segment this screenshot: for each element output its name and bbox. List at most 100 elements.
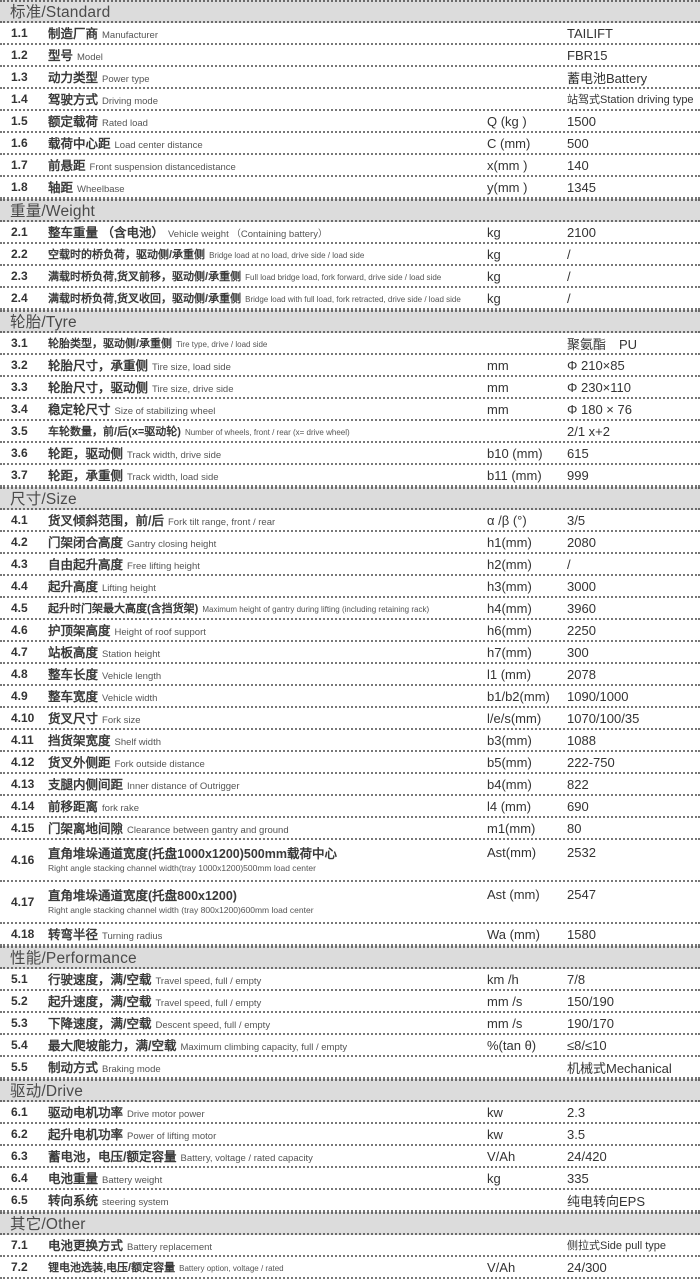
symbol-cell: kg: [487, 246, 501, 262]
row-label-en: steering system: [102, 1197, 169, 1208]
row-label: 电池重量 Battery weight: [43, 1168, 487, 1188]
table-row: 3.2 轮胎尺寸，承重侧 Tire size, load side mm Φ 210×8…: [0, 355, 700, 377]
section-header: 标准/Standard: [0, 0, 700, 23]
row-label-en: Battery, voltage / rated capacity: [180, 1153, 313, 1164]
row-label: 电池更换方式 Battery replacement: [43, 1235, 487, 1255]
table-row: 1.1 制造厂商 Manufacturer TAILIFT: [0, 23, 700, 45]
table-row: 2.1 整车重量 （含电池） Vehicle weight （Containing …: [0, 222, 700, 244]
table-row: 4.11 挡货架宽度 Shelf width b3(mm) 1088: [0, 730, 700, 752]
row-label: 最大爬坡能力，满/空载 Maximum climbing capacity, fu…: [43, 1035, 487, 1055]
row-label-en: fork rake: [102, 803, 139, 814]
row-label-zh: 锂电池选装,电压/额定容量: [48, 1262, 176, 1274]
symbol-cell: V/Ah: [487, 1259, 516, 1275]
symbol-cell: m1(mm): [487, 820, 536, 836]
table-row: 4.2 门架闭合高度 Gantry closing height h1(mm) 2080: [0, 532, 700, 554]
row-number: 5.5: [11, 1060, 28, 1074]
row-label: 空载时的桥负荷，驱动侧/承重侧 Bridge load at no load, d…: [43, 245, 487, 263]
value-cell: ≤8/≤10: [567, 1037, 607, 1053]
table-row: 7.1 电池更换方式 Battery replacement 侧拉式Side pull…: [0, 1235, 700, 1257]
symbol-cell: y(mm ): [487, 179, 528, 195]
row-label: 起升高度 Lifting height: [43, 576, 487, 596]
row-label-zh: 轴距: [48, 181, 74, 195]
table-row: 4.14 前移距离 fork rake l4 (mm) 690: [0, 796, 700, 818]
value-cell: 190/170: [567, 1015, 614, 1031]
row-label: 满载时桥负荷,货叉收回，驱动侧/承重侧 Bridge load with full…: [43, 289, 487, 307]
symbol-cell: x(mm ): [487, 157, 528, 173]
row-number: 4.15: [11, 821, 35, 835]
row-label: 动力类型 Power type: [43, 67, 487, 87]
symbol-cell: mm /s: [487, 993, 523, 1009]
row-label-zh: 货叉尺寸: [48, 712, 99, 726]
row-label: 车轮数量，前/后(x=驱动轮) Number of wheels, front /…: [43, 422, 487, 440]
row-label-zh: 型号: [48, 49, 74, 63]
row-label: 整车长度 Vehicle length: [43, 664, 487, 684]
table-row: 4.3 自由起升高度 Free lifting height h2(mm) /: [0, 554, 700, 576]
symbol-cell: Wa (mm): [487, 926, 540, 942]
row-label-en: Travel speed, full / empty: [155, 976, 262, 987]
row-label-zh: 起升速度，满/空载: [48, 995, 152, 1009]
value-cell: 2250: [567, 622, 596, 638]
table-row: 3.4 稳定轮尺寸 Size of stabilizing wheel mm Φ 180…: [0, 399, 700, 421]
row-label: 起升电机功率 Power of lifting motor: [43, 1124, 487, 1144]
symbol-cell: %(tan θ): [487, 1037, 537, 1053]
row-label: 整车重量 （含电池） Vehicle weight （Containing bat…: [43, 222, 487, 242]
value-cell: 80: [567, 820, 582, 836]
row-number: 1.2: [11, 48, 28, 62]
row-number: 4.7: [11, 645, 28, 659]
row-number: 4.1: [11, 513, 28, 527]
row-label-zh: 制造厂商: [48, 27, 99, 41]
row-number: 3.7: [11, 468, 28, 482]
row-number: 1.1: [11, 26, 28, 40]
symbol-cell: h6(mm): [487, 622, 532, 638]
row-label-zh: 动力类型: [48, 71, 99, 85]
value-cell: 2080: [567, 534, 596, 550]
row-label-en: Right angle stacking channel width(tray …: [48, 862, 316, 873]
row-label-en: Battery weight: [102, 1175, 163, 1186]
symbol-cell: h3(mm): [487, 578, 532, 594]
row-label: 制造厂商 Manufacturer: [43, 23, 487, 43]
row-label: 轮胎尺寸，承重侧 Tire size, load side: [43, 355, 487, 375]
row-label-zh: 稳定轮尺寸: [48, 403, 111, 417]
row-label-en: Bridge load at no load, drive side / loa…: [209, 251, 365, 260]
row-label-zh: 起升时门架最大高度(含挡货架): [48, 603, 199, 615]
symbol-cell: Ast(mm): [487, 845, 537, 860]
row-label: 型号 Model: [43, 45, 487, 65]
row-number: 4.10: [11, 711, 35, 725]
row-label: 满载时桥负荷,货叉前移，驱动侧/承重侧 Full load bridge load…: [43, 267, 487, 285]
table-row: 4.6 护顶架高度 Height of roof support h6(mm) 2250: [0, 620, 700, 642]
symbol-cell: h7(mm): [487, 644, 532, 660]
table-row: 4.5 起升时门架最大高度(含挡货架) Maximum height of gant…: [0, 598, 700, 620]
row-label-zh: 前移距离: [48, 800, 99, 814]
row-label-en: Height of roof support: [114, 627, 206, 638]
row-number: 4.17: [11, 895, 35, 909]
row-label-zh: 车轮数量，前/后(x=驱动轮): [48, 426, 181, 438]
value-cell: 2532: [567, 845, 596, 860]
row-number: 2.3: [11, 269, 28, 283]
row-label-en: Gantry closing height: [127, 539, 217, 550]
symbol-cell: l4 (mm): [487, 798, 532, 814]
row-number: 6.2: [11, 1127, 28, 1141]
table-row: 6.4 电池重量 Battery weight kg 335: [0, 1168, 700, 1190]
table-row: 4.13 支腿内侧间距 Inner distance of Outrigger b4(…: [0, 774, 700, 796]
row-label-zh: 制动方式: [48, 1061, 99, 1075]
value-cell: 聚氨酯 PU: [567, 336, 638, 352]
row-number: 5.1: [11, 972, 28, 986]
table-row: 6.2 起升电机功率 Power of lifting motor kw 3.5: [0, 1124, 700, 1146]
symbol-cell: b5(mm): [487, 754, 532, 770]
table-row: 4.4 起升高度 Lifting height h3(mm) 3000: [0, 576, 700, 598]
row-number: 1.5: [11, 114, 28, 128]
row-label: 稳定轮尺寸 Size of stabilizing wheel: [43, 399, 487, 419]
row-label-zh: 轮胎尺寸，驱动侧: [48, 381, 149, 395]
row-label-zh: 前悬距: [48, 159, 86, 173]
symbol-cell: mm: [487, 357, 509, 373]
row-label-en: Maximum climbing capacity, full / empty: [180, 1042, 348, 1053]
row-label: 轴距 Wheelbase: [43, 177, 487, 197]
row-number: 4.9: [11, 689, 28, 703]
value-cell: 3960: [567, 600, 596, 616]
table-row: 6.5 转向系统 steering system 纯电转向EPS: [0, 1190, 700, 1212]
row-label-en: Descent speed, full / empty: [155, 1020, 271, 1031]
table-row: 2.3 满载时桥负荷,货叉前移，驱动侧/承重侧 Full load bridge l…: [0, 266, 700, 288]
row-label-en: Rated load: [102, 118, 148, 129]
row-label-en: Braking mode: [102, 1064, 161, 1075]
row-label: 货叉倾斜范围，前/后 Fork tilt range, front / rear: [43, 510, 487, 530]
